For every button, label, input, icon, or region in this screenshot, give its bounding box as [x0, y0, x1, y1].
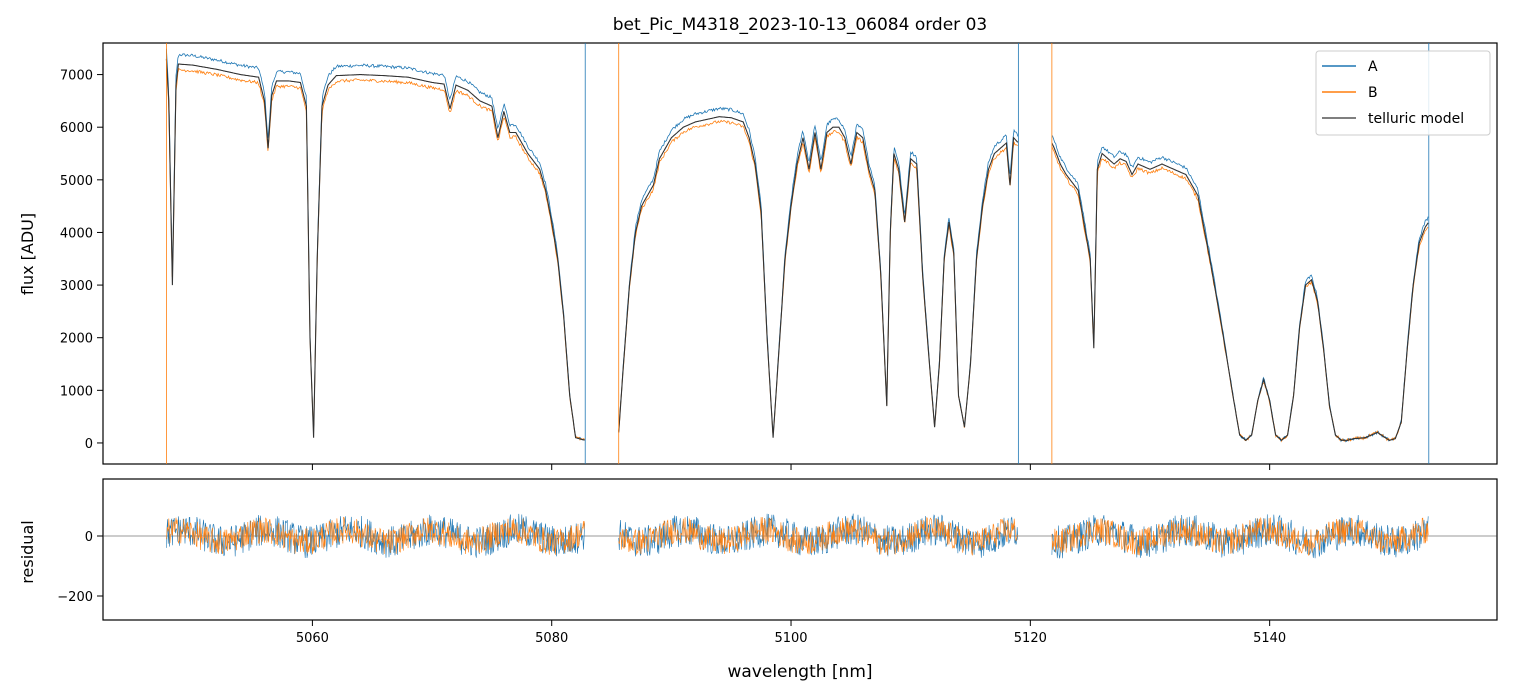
flux-y-tick-label: 6000 [60, 121, 93, 136]
flux-y-tick-label: 5000 [60, 174, 93, 189]
residual-b-line [166, 516, 1429, 556]
series-a-line [166, 48, 1429, 443]
flux-y-tick-label: 4000 [60, 226, 93, 241]
chart-title: bet_Pic_M4318_2023-10-13_06084 order 03 [613, 15, 987, 35]
legend-box [1315, 50, 1491, 136]
flux-y-ticks: 0 1000 2000 3000 4000 5000 6000 7000 [60, 69, 103, 452]
residual-x-tick-label: 5120 [1014, 631, 1047, 646]
telluric-model-line [165, 58, 1429, 442]
residual-axes-frame [102, 478, 1498, 621]
series-b-line [166, 65, 1429, 443]
flux-x-ticks [311, 464, 1271, 470]
residual-y-tick-label: 0 [85, 530, 93, 545]
residual-panel: −200 0 5060 5080 5100 5120 5140 residual wave… [18, 478, 1498, 682]
residual-x-ticks: 5060 5080 5100 5120 5140 [296, 620, 1286, 646]
legend: A B telluric model [1315, 50, 1491, 136]
flux-plot-area [165, 43, 1430, 464]
legend-label-a: A [1368, 59, 1378, 75]
flux-y-tick-label: 3000 [60, 279, 93, 294]
flux-y-tick-label: 2000 [60, 332, 93, 347]
residual-y-tick-label: −200 [57, 590, 93, 605]
flux-y-axis-label: flux [ADU] [18, 213, 37, 295]
flux-panel: 0 1000 2000 3000 4000 5000 6000 7000 flux [ADU]… [18, 42, 1498, 470]
residual-plot-area [103, 513, 1497, 559]
flux-y-tick-label: 7000 [60, 69, 93, 84]
flux-y-tick-label: 0 [85, 437, 93, 452]
legend-label-b: B [1368, 85, 1378, 101]
residual-y-axis-label: residual [18, 520, 37, 583]
residual-x-tick-label: 5080 [535, 631, 568, 646]
flux-axes-frame [102, 42, 1498, 465]
residual-x-tick-label: 5100 [774, 631, 807, 646]
flux-y-tick-label: 1000 [60, 384, 93, 399]
x-axis-label: wavelength [nm] [727, 662, 872, 682]
residual-y-ticks: −200 0 [57, 530, 103, 605]
residual-x-tick-label: 5060 [296, 631, 329, 646]
residual-x-tick-label: 5140 [1253, 631, 1286, 646]
legend-label-telluric: telluric model [1368, 111, 1464, 127]
